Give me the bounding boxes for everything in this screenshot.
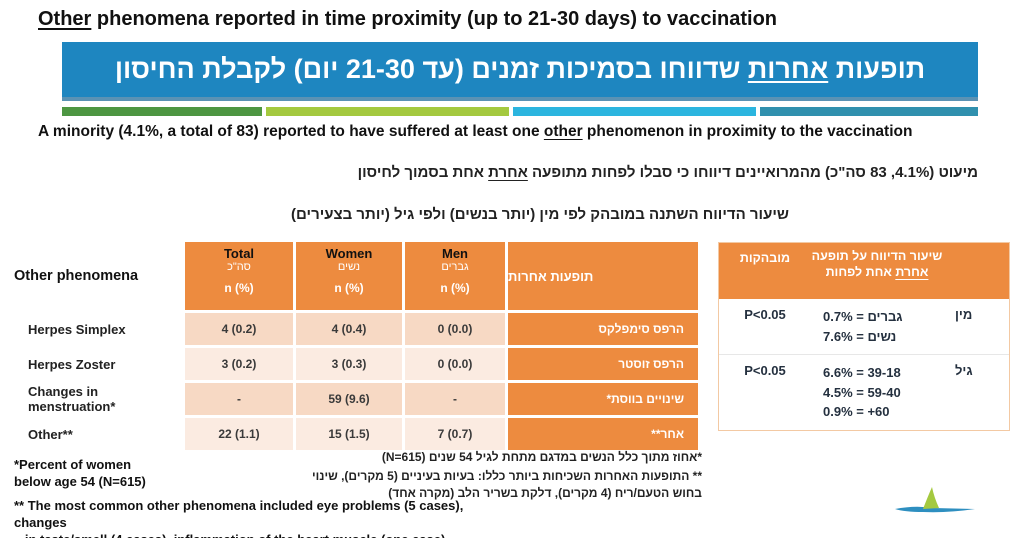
title-underlined-word: Other: [38, 8, 92, 30]
panel-rate-underlined-word: אחרת: [895, 264, 929, 279]
cell-herpes-simplex-total: 4 (0.2): [185, 313, 293, 345]
cell-menstruation-men: -: [405, 383, 505, 415]
stripe-segment-teal: [760, 107, 978, 116]
footnote-en-1: *Percent of women below age 54 (N=615): [14, 457, 146, 489]
title-rest: phenomena reported in time proximity (up…: [91, 8, 778, 30]
table-side-labels: Other phenomena Herpes Simplex Herpes Zo…: [14, 242, 182, 450]
side-label-herpes-zoster: Herpes Zoster: [28, 356, 116, 372]
intro-he-prefix: מיעוט (4.1%, 83 סה"כ) מהמרואיינים דיווחו…: [527, 164, 978, 181]
cell-menstruation-label-he: שינויים בווסת*: [508, 383, 698, 415]
col-header-men: Men גברים n (%): [405, 242, 505, 310]
significance-panel: מובהקות שיעור הדיווח על תופעה אחרת אחת ל…: [718, 242, 1010, 431]
side-label-herpes-simplex: Herpes Simplex: [28, 321, 126, 337]
cell-other-total: 22 (1.1): [185, 418, 293, 450]
subtitle-he: שיעור הדיווח השתנה במובהק לפי מין (יותר …: [291, 206, 789, 223]
intro-en-prefix: A minority (4.1%, a total of 83) reporte…: [38, 123, 544, 140]
col-men-he: גברים: [441, 260, 469, 273]
age-rates: 6.6% = 39-18 4.5% = 59-40 0.9% = +60: [823, 365, 901, 419]
cell-menstruation-total: -: [185, 383, 293, 415]
col-women-sub: n (%): [334, 280, 364, 295]
age-category-label: גיל: [955, 363, 973, 378]
col-header-women: Women נשים n (%): [296, 242, 402, 310]
col-total-he: סה"כ: [227, 260, 251, 273]
sex-p-value: P<0.05: [744, 307, 786, 322]
sex-category-label: מין: [955, 307, 973, 322]
col-total-sub: n (%): [224, 280, 254, 295]
panel-rate-prefix: שיעור הדיווח על תופעה: [811, 249, 943, 263]
footnote-en-2: ** The most common other phenomena inclu…: [14, 498, 464, 538]
cell-herpes-simplex-men: 0 (0.0): [405, 313, 505, 345]
col-header-other-phenomena: תופעות אחרות: [508, 242, 698, 310]
brand-logo-icon: [893, 482, 977, 525]
hero-banner: תופעות אחרות שדווחו בסמיכות זמנים (עד 21…: [62, 42, 978, 101]
panel-row-sex: P<0.05 0.7% = גברים 7.6% = נשים מין: [719, 299, 1009, 354]
cell-other-label-he: אחר**: [508, 418, 698, 450]
banner-text: תופעות אחרות שדווחו בסמיכות זמנים (עד 21…: [115, 54, 925, 85]
cell-herpes-simplex-label-he: הרפס סימפלקס: [508, 313, 698, 345]
intro-paragraph-en: A minority (4.1%, a total of 83) reporte…: [38, 122, 950, 143]
cell-herpes-zoster-men: 0 (0.0): [405, 348, 505, 380]
col-women-en: Women: [325, 246, 373, 261]
banner-prefix: תופעות: [828, 54, 926, 84]
col-men-en: Men: [442, 246, 468, 261]
footnote-he-1: *אחוז מתוך כלל הנשים במדגם מתחת לגיל 54 …: [381, 450, 702, 464]
side-label-menstruation: Changes in menstruation*: [28, 384, 116, 414]
cell-herpes-simplex-women: 4 (0.4): [296, 313, 402, 345]
col-header-total: Total סה"כ n (%): [185, 242, 293, 310]
cell-herpes-zoster-women: 3 (0.3): [296, 348, 402, 380]
page-title: Other phenomena reported in time proximi…: [38, 8, 777, 31]
sex-rates: 0.7% = גברים 7.6% = נשים: [823, 309, 903, 344]
age-p-value: P<0.05: [744, 363, 786, 378]
logo-wave: [895, 506, 975, 513]
phenomena-table: Total סה"כ n (%) Women נשים n (%) Men גב…: [185, 242, 698, 450]
stripe-segment-light-green: [266, 107, 509, 116]
col-women-he: נשים: [337, 260, 361, 273]
color-stripe: [62, 107, 978, 116]
col-men-sub: n (%): [440, 280, 470, 295]
side-header: Other phenomena: [14, 268, 139, 284]
intro-paragraph-he: מיעוט (4.1%, 83 סה"כ) מהמרואיינים דיווחו…: [358, 164, 978, 181]
panel-rate-suffix: אחת לפחות: [825, 264, 896, 279]
intro-he-underlined-word: אחרת: [488, 164, 528, 181]
intro-en-suffix: phenomenon in proximity to the vaccinati…: [582, 123, 913, 140]
significance-panel-header: מובהקות שיעור הדיווח על תופעה אחרת אחת ל…: [719, 243, 1009, 299]
intro-he-suffix: אחת בסמוך לחיסון: [357, 164, 489, 181]
banner-suffix: שדווחו בסמיכות זמנים (עד 21-30 יום) לקבל…: [114, 54, 748, 84]
cell-other-women: 15 (1.5): [296, 418, 402, 450]
panel-row-age: P<0.05 6.6% = 39-18 4.5% = 59-40 0.9% = …: [719, 354, 1009, 430]
logo-peak: [923, 487, 939, 509]
banner-underlined-word: אחרות: [747, 54, 829, 84]
stripe-segment-cyan: [513, 107, 756, 116]
cell-herpes-zoster-label-he: הרפס זוסטר: [508, 348, 698, 380]
intro-en-underlined-word: other: [543, 123, 583, 140]
cell-other-men: 7 (0.7): [405, 418, 505, 450]
col-total-en: Total: [223, 246, 255, 261]
panel-header-significance: מובהקות: [739, 251, 791, 265]
stripe-segment-dark-green: [62, 107, 262, 116]
side-label-other: Other**: [28, 426, 73, 442]
panel-header-rate: שיעור הדיווח על תופעה אחרת אחת לפחות: [805, 249, 949, 280]
cell-menstruation-women: 59 (9.6): [296, 383, 402, 415]
footnote-he-2: ** התופעות האחרות השכיחות ביותר כללו: בע…: [312, 469, 702, 501]
cell-herpes-zoster-total: 3 (0.2): [185, 348, 293, 380]
